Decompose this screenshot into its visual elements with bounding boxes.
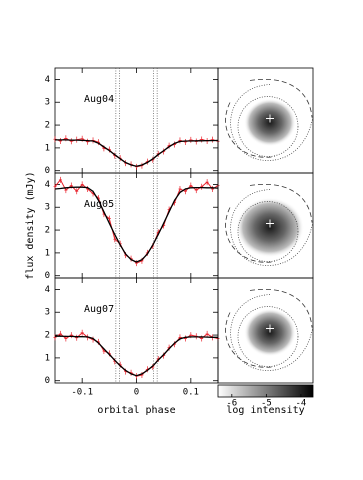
data-point bbox=[194, 138, 198, 145]
panel-annotation: Aug04 bbox=[84, 94, 114, 105]
y-tick-label: 2 bbox=[45, 121, 50, 131]
data-point bbox=[194, 333, 198, 340]
plot-frame bbox=[54, 67, 219, 174]
x-tick-label: 0 bbox=[134, 388, 139, 398]
y-tick-label: 0 bbox=[45, 166, 50, 176]
data-point bbox=[58, 176, 62, 183]
map-frame bbox=[217, 277, 314, 384]
series-line bbox=[55, 139, 219, 167]
series-line bbox=[54, 332, 219, 377]
data-point bbox=[107, 215, 111, 222]
x-tick-label: -0.1 bbox=[71, 388, 93, 398]
plot-frame bbox=[54, 277, 219, 384]
data-point bbox=[211, 185, 215, 192]
data-point bbox=[80, 329, 84, 336]
y-tick-label: 4 bbox=[45, 285, 50, 295]
white-dwarf bbox=[266, 114, 274, 123]
data-point bbox=[178, 185, 182, 192]
y-tick-label: 2 bbox=[45, 226, 50, 236]
roche-lobe bbox=[230, 294, 314, 371]
x-tick-label: 0.1 bbox=[183, 388, 199, 398]
colorbar bbox=[217, 384, 314, 398]
data-point bbox=[211, 136, 215, 143]
data-point bbox=[205, 179, 209, 186]
data-point bbox=[86, 138, 90, 145]
data-point bbox=[205, 330, 209, 337]
data-point bbox=[200, 136, 204, 143]
colorbar-tick-label: -5 bbox=[261, 399, 272, 409]
stream-contour bbox=[225, 79, 313, 158]
white-dwarf bbox=[266, 324, 274, 333]
data-point bbox=[75, 334, 79, 341]
orbit-contour bbox=[237, 96, 299, 157]
data-point bbox=[80, 181, 84, 188]
y-tick-label: 3 bbox=[45, 98, 50, 108]
y-tick-label: 0 bbox=[45, 271, 50, 281]
panel-annotation: Aug05 bbox=[84, 199, 114, 210]
data-point bbox=[140, 372, 144, 379]
y-tick-label: 3 bbox=[45, 203, 50, 213]
y-tick-label: 0 bbox=[45, 376, 50, 386]
series-line bbox=[54, 137, 219, 168]
y-tick-label: 4 bbox=[45, 180, 50, 190]
data-point bbox=[75, 188, 79, 195]
roche-lobe bbox=[230, 84, 314, 161]
series-line bbox=[55, 335, 218, 377]
stream-contour bbox=[225, 289, 313, 368]
y-tick-label: 1 bbox=[45, 353, 50, 363]
colorbar-label: log intensity bbox=[226, 405, 304, 416]
panel-annotation: Aug07 bbox=[84, 304, 114, 315]
data-point bbox=[53, 334, 57, 341]
white-dwarf bbox=[266, 219, 274, 228]
orbit-contour bbox=[237, 201, 299, 262]
data-point bbox=[200, 183, 204, 190]
data-point bbox=[113, 236, 117, 243]
colorbar-tick-label: -4 bbox=[295, 399, 306, 409]
data-point bbox=[58, 138, 62, 145]
y-tick-label: 2 bbox=[45, 331, 50, 341]
data-point bbox=[183, 138, 187, 145]
data-point bbox=[135, 260, 138, 267]
x-axis-label: orbital phase bbox=[97, 405, 175, 416]
data-point bbox=[69, 138, 73, 145]
y-tick-label: 1 bbox=[45, 143, 50, 153]
y-tick-label: 1 bbox=[45, 248, 50, 258]
series-line bbox=[54, 186, 219, 263]
colorbar-tick-label: -6 bbox=[226, 399, 237, 409]
data-point bbox=[53, 136, 57, 143]
stream-contour bbox=[225, 184, 313, 263]
y-axis-label: flux density (mJy) bbox=[25, 171, 36, 279]
data-point bbox=[178, 137, 182, 144]
y-tick-label: 3 bbox=[45, 308, 50, 318]
data-point bbox=[183, 335, 187, 342]
series-line bbox=[54, 178, 219, 264]
orbit-contour bbox=[237, 306, 299, 367]
y-tick-label: 4 bbox=[45, 75, 50, 85]
data-point bbox=[189, 136, 193, 143]
roche-lobe bbox=[230, 189, 314, 266]
data-point bbox=[69, 332, 73, 339]
